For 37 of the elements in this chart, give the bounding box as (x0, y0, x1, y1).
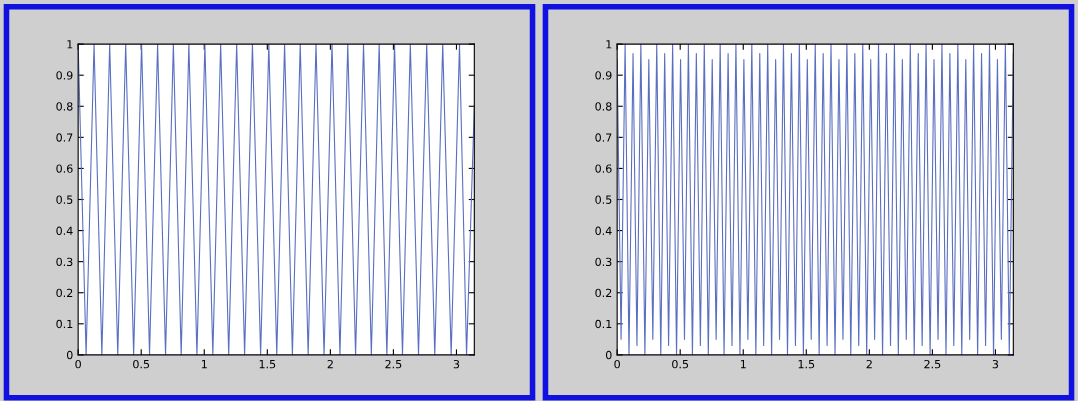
x-tick-label: 1 (201, 360, 207, 369)
y-tick-label: 0.3 (595, 257, 612, 267)
x-tick-label: 2 (866, 359, 872, 369)
y-tick-label: 0.1 (56, 319, 73, 329)
y-tick-label: 1 (606, 40, 612, 49)
y-tick-label: 0.7 (56, 133, 73, 142)
x-tick-label: 1.5 (798, 360, 815, 369)
x-tick-label: 0.5 (133, 359, 150, 369)
x-tick-label: 3 (992, 359, 999, 369)
y-tick-label: 0.4 (56, 226, 73, 235)
y-tick-label: 0.5 (56, 195, 73, 204)
y-tick-label: 0.8 (595, 102, 612, 111)
y-tick-label: 0.6 (595, 164, 612, 173)
y-tick-label: 0.7 (595, 133, 612, 142)
y-tick-label: 0.4 (595, 226, 612, 235)
y-tick-label: 0.1 (595, 319, 612, 329)
x-tick-label: 3 (453, 359, 460, 369)
y-tick-label: 0.5 (595, 195, 612, 204)
y-tick-label: 0.2 (56, 288, 73, 298)
y-tick-label: 0 (66, 350, 73, 360)
y-tick-label: 0.9 (56, 71, 73, 80)
y-tick-label: 0.3 (56, 257, 73, 267)
y-tick-label: 0.2 (595, 288, 612, 298)
x-tick-label: 0 (614, 359, 620, 369)
x-tick-label: 2.5 (924, 359, 941, 369)
line-series (617, 44, 1014, 355)
x-tick-label: 2.5 (385, 359, 402, 369)
x-tick-label: 0 (75, 359, 81, 369)
y-tick-label: 1 (67, 40, 73, 49)
y-tick-label: 0.8 (56, 102, 73, 111)
x-tick-label: 2 (327, 359, 333, 369)
x-tick-label: 1 (740, 360, 746, 369)
y-tick-label: 0 (605, 350, 612, 360)
y-tick-label: 0.9 (595, 71, 612, 80)
x-tick-label: 1.5 (259, 360, 276, 369)
y-tick-label: 0.6 (56, 164, 73, 173)
x-tick-label: 0.5 (672, 359, 689, 369)
